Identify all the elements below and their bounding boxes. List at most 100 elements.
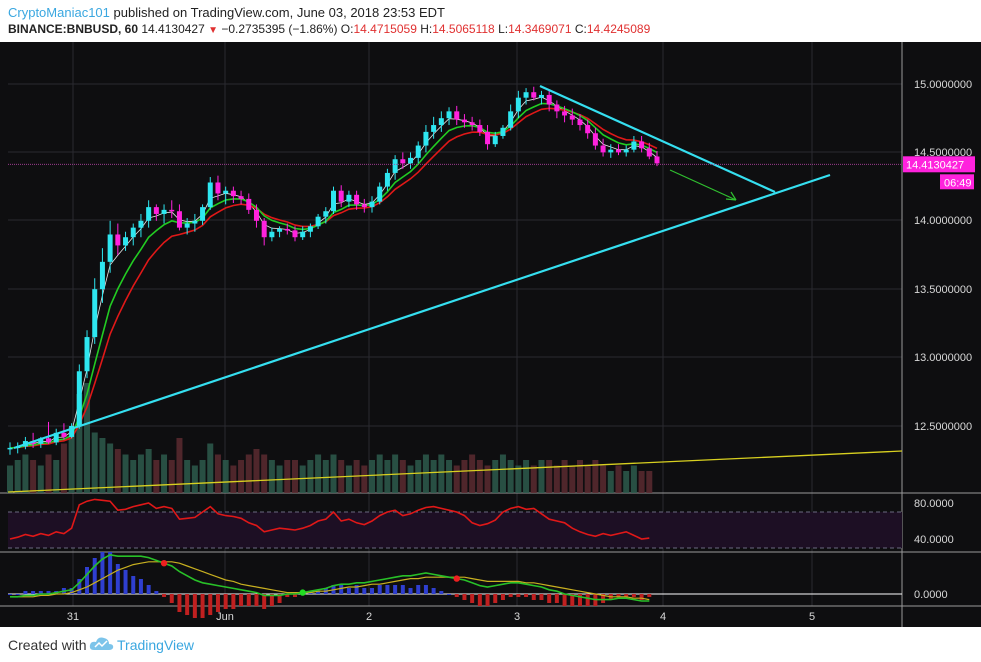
volume-bar <box>199 460 206 493</box>
candle-body <box>377 186 383 202</box>
time-tick-label: 5 <box>809 611 815 623</box>
price-tag <box>903 156 975 173</box>
macd-histogram-bar <box>115 564 120 594</box>
tradingview-cloud-icon[interactable] <box>89 635 115 653</box>
macd-histogram-bar <box>639 594 644 600</box>
candle-body <box>346 194 352 202</box>
candle-body <box>146 207 152 221</box>
candle-body <box>46 438 52 443</box>
volume-bar <box>84 383 91 493</box>
macd-histogram-bar <box>524 594 529 597</box>
volume-bar <box>415 460 422 493</box>
price-chart[interactable]: 15.0000000 14.5000000 14.0000000 13.5000000… <box>0 42 981 627</box>
candle-body <box>438 118 444 126</box>
macd-histogram-bar <box>185 594 190 615</box>
volume-bar <box>214 454 221 493</box>
volume-bar <box>615 465 622 493</box>
macd-histogram-bar <box>477 594 482 606</box>
candle-body <box>523 92 529 98</box>
macd-histogram-bar <box>69 588 74 594</box>
candle-body <box>492 135 498 145</box>
publish-line: CryptoManiac101 published on TradingView… <box>8 5 445 20</box>
volume-bar <box>576 460 583 493</box>
candle-body <box>354 194 360 205</box>
symbol-name: BINANCE:BNBUSD, 60 <box>8 22 139 36</box>
macd-histogram-bar <box>277 594 282 603</box>
candle-body <box>600 145 606 153</box>
macd-histogram-bar <box>100 552 105 594</box>
volume-bar <box>523 460 530 493</box>
volume-bar <box>607 471 614 493</box>
low-label: L: <box>498 22 509 36</box>
open-value: 14.4715059 <box>353 22 417 36</box>
chart-area[interactable]: 15.0000000 14.5000000 14.0000000 13.5000000… <box>0 42 981 627</box>
volume-bar <box>291 460 298 493</box>
tradingview-brand[interactable]: TradingView <box>117 637 195 653</box>
volume-bars <box>7 383 653 493</box>
macd-histogram-bar <box>23 591 28 594</box>
candle-body <box>554 104 560 112</box>
volume-bar <box>469 454 476 493</box>
candle-body <box>130 227 136 238</box>
macd-cross-dot <box>160 560 168 567</box>
macd-histogram-bar <box>138 579 143 594</box>
macd-histogram-bar <box>377 585 382 594</box>
volume-bar <box>30 460 37 493</box>
volume-bar <box>107 443 114 493</box>
candle-body <box>269 231 275 238</box>
macd-histogram-bar <box>192 594 197 618</box>
volume-bar <box>584 465 591 493</box>
candle-body <box>608 149 614 153</box>
volume-bar <box>161 454 168 493</box>
volume-bar <box>623 471 630 493</box>
macd-panel <box>8 552 902 618</box>
macd-histogram-bar <box>516 594 521 597</box>
volume-bar <box>60 443 67 493</box>
candle-body <box>569 115 575 120</box>
volume-bar <box>369 460 376 493</box>
macd-histogram-bar <box>362 588 367 594</box>
candle-body <box>500 127 506 136</box>
macd-histogram-bar <box>31 591 36 594</box>
candle-body <box>454 111 460 120</box>
volume-bar <box>600 465 607 493</box>
volume-bar <box>638 471 645 493</box>
candle-body <box>169 209 175 212</box>
author-link[interactable]: CryptoManiac101 <box>8 5 110 20</box>
price-change: −0.2735395 (−1.86%) <box>221 22 338 36</box>
macd-histogram-bar <box>131 576 136 594</box>
price-tick-label: 15.0000000 <box>914 79 972 91</box>
candle-body <box>631 141 637 150</box>
volume-bar <box>53 460 60 493</box>
price-tick-label: 14.5000000 <box>914 147 972 159</box>
price-tick-label: 13.0000000 <box>914 352 972 364</box>
volume-bar <box>168 460 175 493</box>
close-value: 14.4245089 <box>586 22 651 36</box>
macd-histogram-bar <box>408 588 413 594</box>
candle-body <box>200 207 206 221</box>
candle-body <box>99 261 105 290</box>
candle-body <box>69 426 75 437</box>
publish-info: published on TradingView.com, June 03, 2… <box>113 5 445 20</box>
macd-histogram-bar <box>46 591 51 594</box>
macd-histogram-bar <box>624 594 629 597</box>
candle-body <box>646 148 652 157</box>
low-value: 14.3469071 <box>508 22 572 36</box>
candle-body <box>461 119 467 123</box>
down-arrow <box>669 169 737 201</box>
macd-histogram-bar <box>531 594 536 600</box>
symbol-line: BINANCE:BNBUSD, 60 14.4130427 ▼ −0.27353… <box>8 22 650 36</box>
macd-histogram-bar <box>85 567 90 594</box>
candle-body <box>431 125 437 132</box>
volume-bar <box>592 460 599 493</box>
macd-histogram-bar <box>601 594 606 603</box>
time-tag <box>940 174 974 190</box>
volume-bar <box>145 449 152 493</box>
volume-bar <box>322 460 329 493</box>
high-value: 14.5065118 <box>432 22 495 36</box>
descending-trendline <box>539 84 776 194</box>
volume-bar <box>68 427 75 493</box>
volume-bar <box>76 394 83 493</box>
volume-bar <box>230 465 237 493</box>
time-tick-label: 4 <box>660 611 666 623</box>
